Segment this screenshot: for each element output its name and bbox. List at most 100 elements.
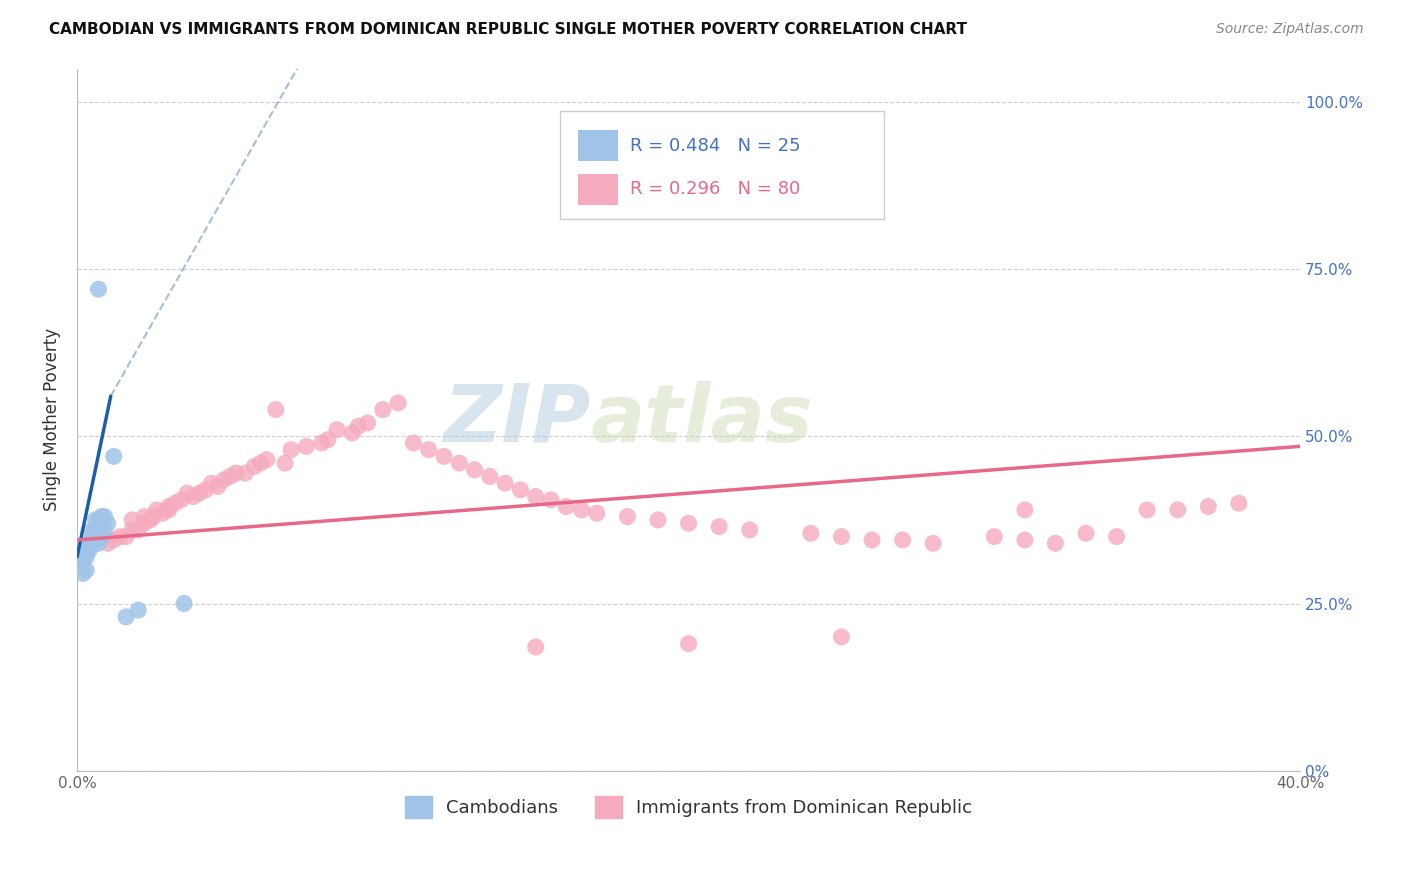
Point	[121, 513, 143, 527]
Point	[145, 503, 167, 517]
Point	[93, 509, 115, 524]
Point	[93, 523, 115, 537]
Point	[371, 402, 394, 417]
Point	[647, 513, 669, 527]
Point	[509, 483, 531, 497]
Point	[983, 530, 1005, 544]
Point	[1167, 503, 1189, 517]
Point	[555, 500, 578, 514]
Point	[194, 483, 217, 497]
Point	[1227, 496, 1250, 510]
Point	[449, 456, 471, 470]
Legend: Cambodians, Immigrants from Dominican Republic: Cambodians, Immigrants from Dominican Re…	[398, 789, 980, 825]
Point	[225, 466, 247, 480]
Point	[311, 436, 333, 450]
Point	[494, 476, 516, 491]
Point	[127, 523, 149, 537]
Point	[90, 523, 112, 537]
Point	[433, 450, 456, 464]
Point	[356, 416, 378, 430]
Point	[157, 503, 180, 517]
Point	[142, 509, 165, 524]
Point	[800, 526, 823, 541]
Point	[139, 513, 162, 527]
Point	[103, 533, 125, 547]
Text: Source: ZipAtlas.com: Source: ZipAtlas.com	[1216, 22, 1364, 37]
Point	[1045, 536, 1067, 550]
Point	[115, 530, 138, 544]
Point	[264, 402, 287, 417]
Point	[478, 469, 501, 483]
Point	[1105, 530, 1128, 544]
Point	[176, 486, 198, 500]
FancyBboxPatch shape	[560, 111, 884, 219]
Point	[170, 492, 193, 507]
Point	[387, 396, 409, 410]
Point	[326, 423, 349, 437]
Point	[75, 543, 97, 558]
Text: atlas: atlas	[591, 381, 814, 458]
Point	[72, 566, 94, 581]
Point	[342, 425, 364, 440]
Point	[90, 509, 112, 524]
Point	[87, 513, 110, 527]
Point	[108, 530, 131, 544]
Point	[82, 523, 104, 537]
Point	[97, 516, 120, 531]
Point	[540, 492, 562, 507]
Point	[115, 610, 138, 624]
Bar	[578, 130, 617, 161]
Point	[82, 530, 104, 544]
Point	[75, 563, 97, 577]
Point	[1136, 503, 1159, 517]
Point	[75, 549, 97, 564]
Point	[860, 533, 883, 547]
Point	[134, 509, 156, 524]
Text: ZIP: ZIP	[443, 381, 591, 458]
Point	[134, 516, 156, 531]
Point	[69, 557, 91, 571]
Point	[830, 630, 852, 644]
Point	[274, 456, 297, 470]
Point	[188, 486, 211, 500]
Point	[707, 519, 730, 533]
Point	[82, 536, 104, 550]
Text: CAMBODIAN VS IMMIGRANTS FROM DOMINICAN REPUBLIC SINGLE MOTHER POVERTY CORRELATIO: CAMBODIAN VS IMMIGRANTS FROM DOMINICAN R…	[49, 22, 967, 37]
Point	[678, 637, 700, 651]
Point	[1197, 500, 1219, 514]
Point	[121, 523, 143, 537]
Point	[87, 282, 110, 296]
Point	[233, 466, 256, 480]
Point	[571, 503, 593, 517]
Point	[738, 523, 761, 537]
Point	[524, 490, 547, 504]
Point	[87, 536, 110, 550]
Point	[249, 456, 271, 470]
Point	[84, 523, 107, 537]
Point	[1074, 526, 1097, 541]
Point	[219, 469, 242, 483]
Point	[152, 506, 174, 520]
Point	[418, 442, 440, 457]
Point	[243, 459, 266, 474]
Point	[402, 436, 425, 450]
Text: R = 0.296   N = 80: R = 0.296 N = 80	[630, 180, 800, 198]
Point	[181, 490, 204, 504]
Point	[201, 476, 224, 491]
Point	[524, 640, 547, 654]
Point	[79, 536, 101, 550]
Point	[316, 433, 339, 447]
Point	[1014, 533, 1036, 547]
Point	[585, 506, 607, 520]
Point	[173, 597, 195, 611]
Point	[347, 419, 370, 434]
Point	[207, 479, 229, 493]
Point	[163, 496, 186, 510]
Text: R = 0.484   N = 25: R = 0.484 N = 25	[630, 136, 800, 154]
Point	[616, 509, 638, 524]
Point	[84, 513, 107, 527]
Point	[464, 463, 486, 477]
Point	[103, 450, 125, 464]
Point	[1014, 503, 1036, 517]
Point	[212, 473, 235, 487]
